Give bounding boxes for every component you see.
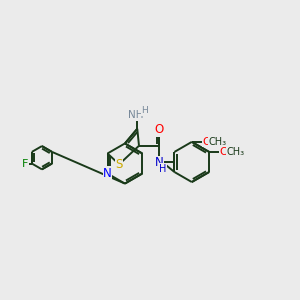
Text: N: N (155, 156, 164, 169)
Text: O: O (220, 147, 228, 157)
Text: O: O (154, 123, 164, 136)
Text: H: H (159, 164, 167, 174)
Text: NH: NH (128, 110, 143, 120)
Text: N: N (103, 167, 112, 180)
Text: CH₃: CH₃ (209, 137, 227, 147)
Text: O: O (202, 137, 211, 147)
Text: H: H (142, 106, 148, 115)
Text: CH₃: CH₃ (226, 147, 244, 157)
Text: F: F (22, 158, 28, 169)
Text: S: S (116, 158, 123, 171)
